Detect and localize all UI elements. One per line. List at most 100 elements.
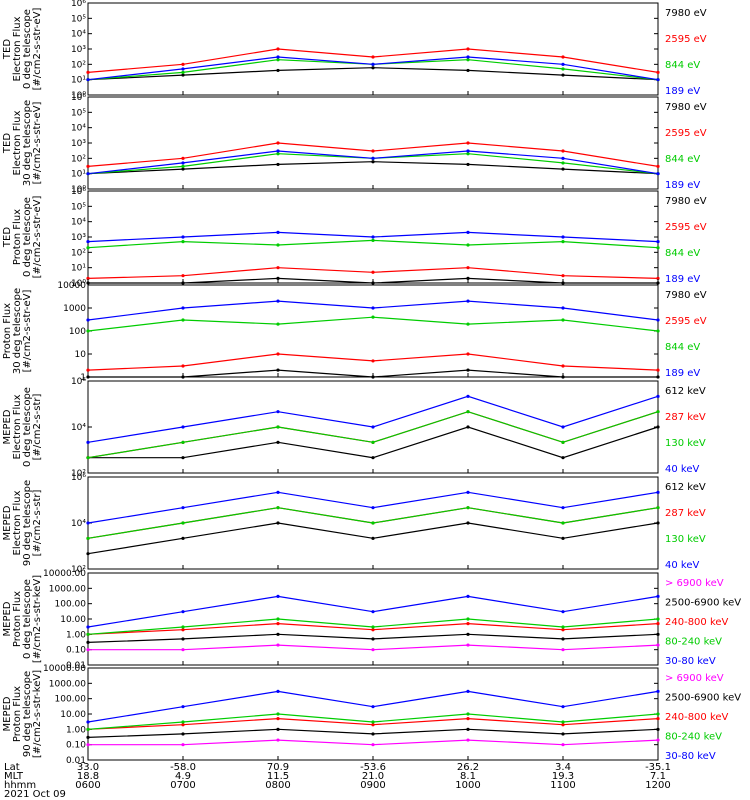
y-axis-label-line: Electron Flux [12, 490, 23, 555]
y-tick-label: 10 [75, 350, 87, 360]
data-point [276, 68, 280, 73]
data-point [181, 732, 185, 736]
data-point [466, 689, 470, 693]
data-point [276, 266, 280, 270]
data-point [86, 536, 90, 540]
lat-value: 33.0 [77, 762, 99, 773]
time-label: 1100 [550, 780, 575, 791]
y-tick-label: 100.00 [55, 600, 87, 610]
y-tick-label: 10000.00 [43, 664, 86, 674]
data-point [276, 506, 280, 510]
data-point [466, 230, 470, 234]
data-point [86, 456, 90, 460]
data-point [371, 149, 375, 153]
y-tick-label: 10⁴ [71, 519, 86, 529]
data-point [181, 364, 185, 368]
data-point [466, 394, 470, 398]
y-axis-label-line: TED [2, 227, 13, 248]
data-point [466, 162, 470, 167]
time-label: 0900 [360, 780, 385, 791]
y-axis-label-line: Proton Flux [12, 686, 23, 742]
data-point [656, 617, 660, 621]
data-point [466, 727, 470, 731]
data-point [561, 705, 565, 709]
data-point [466, 632, 470, 636]
legend-entry: 844 eV [665, 154, 700, 165]
data-point [181, 440, 185, 444]
data-point [561, 723, 565, 727]
data-point [561, 55, 565, 59]
data-point [86, 172, 90, 176]
legend-entry: > 6900 keV [665, 673, 724, 684]
data-point [181, 235, 185, 239]
legend-entry: 80-240 keV [665, 732, 722, 743]
data-point [561, 306, 565, 310]
panel-8: 0.010.101.0010.00100.001000.0010000.00ME… [2, 664, 741, 766]
data-point [86, 70, 90, 74]
y-axis-label-line: Proton Flux [12, 209, 23, 265]
data-point [656, 425, 660, 429]
legend-entry: 287 keV [665, 508, 706, 519]
data-point [656, 643, 660, 647]
data-point [371, 235, 375, 239]
data-point [86, 735, 90, 739]
data-point [181, 625, 185, 629]
data-point [466, 622, 470, 626]
y-axis-label-line: Electron Flux [12, 394, 23, 459]
data-point [86, 78, 90, 82]
data-point [371, 743, 375, 747]
panel-2: 10⁰ 10¹ 10² 10³ 10⁴ 10⁵ 10⁶ TED Electron Flux 30 … [2, 93, 707, 195]
data-point [561, 456, 565, 460]
y-axis-label-line: TED [2, 39, 13, 60]
data-point [371, 306, 375, 310]
data-point [86, 164, 90, 168]
data-point [181, 425, 185, 429]
data-point [276, 352, 280, 356]
y-tick-label: 1.00 [66, 725, 86, 735]
y-tick-label: 10¹ [71, 170, 86, 180]
data-point [86, 727, 90, 731]
data-point [181, 723, 185, 727]
data-point [656, 521, 660, 525]
data-point [181, 161, 185, 165]
data-point [466, 322, 470, 326]
series-line-130-kev [87, 411, 659, 459]
data-point [561, 732, 565, 736]
data-point [181, 743, 185, 747]
series-line-844-ev [87, 316, 659, 332]
y-tick-label: 10² [71, 565, 86, 575]
legend-entry: 189 eV [665, 368, 700, 379]
data-point [656, 717, 660, 721]
lat-value: 26.2 [457, 762, 479, 773]
y-tick-label: 10² [71, 60, 86, 70]
data-point [371, 521, 375, 525]
y-axis-label-line: MEPED [2, 409, 13, 444]
data-point [181, 306, 185, 310]
panel-4: 1 10 100 1000 10000 Proton Flux 30 deg telesco… [2, 281, 707, 383]
time-label: 1200 [645, 780, 670, 791]
mlt-value: 7.1 [650, 771, 666, 782]
data-point [656, 712, 660, 716]
legend-entry: 80-240 keV [665, 637, 722, 648]
y-tick-label: 10⁴ [71, 124, 86, 134]
y-tick-label: 10⁶ [71, 93, 86, 103]
data-point [656, 410, 660, 414]
y-axis-label-line: [#/cm2-s-str-keV] [32, 670, 43, 758]
legend-entry: 189 eV [665, 86, 700, 97]
lat-value: -58.0 [170, 762, 196, 773]
y-tick-label: 10⁰ [71, 91, 86, 101]
y-axis-label: TED Proton Flux 0 deg telescope [#/cm2-s-st… [2, 196, 43, 279]
data-point [276, 632, 280, 636]
data-point [466, 152, 470, 156]
y-axis-label-line: 0 deg telescope [22, 579, 33, 659]
data-point [371, 723, 375, 727]
y-axis-label-line: 90 deg telescope [22, 671, 33, 757]
data-point [276, 594, 280, 598]
legend-entry: 2500-6900 keV [665, 693, 741, 704]
y-tick-label: 10⁰ [71, 279, 86, 289]
data-point [656, 70, 660, 74]
data-point [371, 506, 375, 510]
data-point [181, 720, 185, 724]
data-point [561, 235, 565, 239]
